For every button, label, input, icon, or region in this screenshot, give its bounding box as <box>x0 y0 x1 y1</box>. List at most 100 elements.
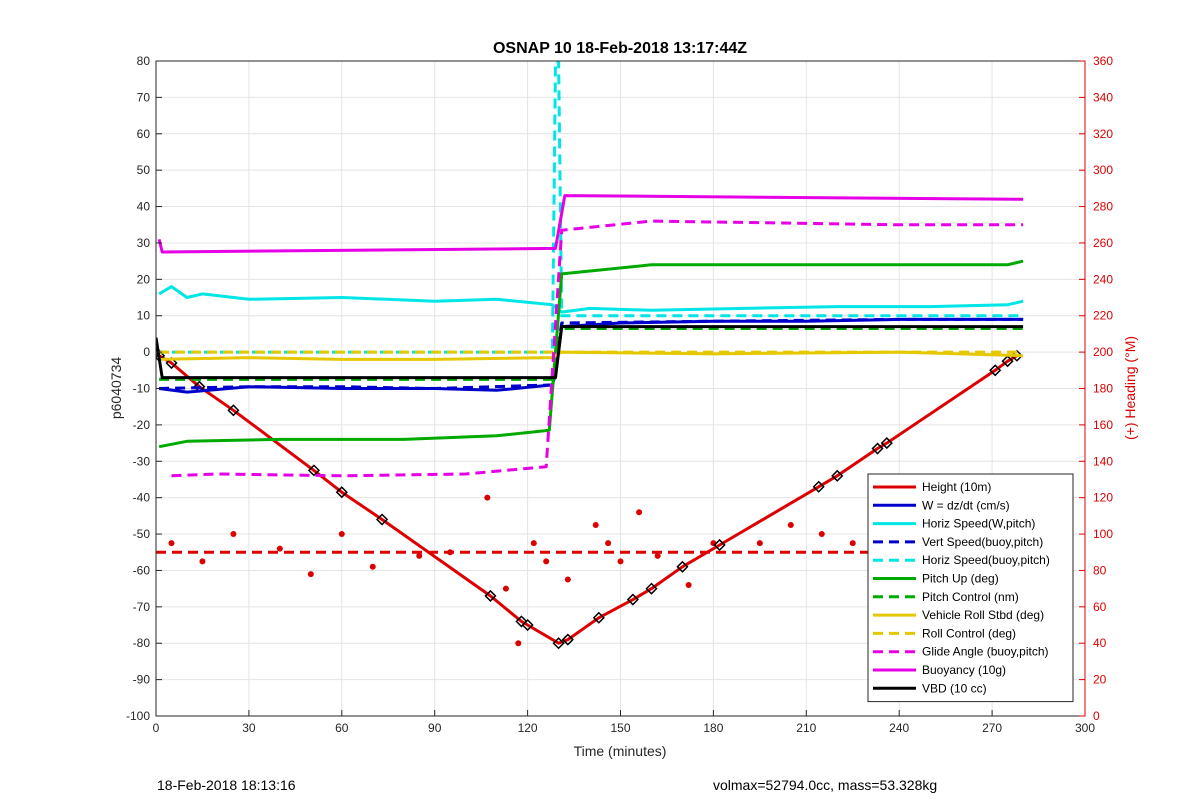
right-tick-label: 60 <box>1093 600 1107 614</box>
series-heading-point <box>416 552 423 559</box>
legend-box <box>867 473 1074 703</box>
series-height-10m-marker <box>676 560 689 573</box>
x-tick-label: 240 <box>889 721 909 735</box>
right-tick-label: 160 <box>1093 418 1113 432</box>
right-tick-label: 240 <box>1093 272 1113 286</box>
series-buoyancy-10g-line <box>157 194 1024 254</box>
series-height-10m-marker <box>335 486 348 499</box>
right-tick-label: 360 <box>1093 54 1113 68</box>
series-height-10m-marker <box>307 464 320 477</box>
legend-label: Horiz Speed(W,pitch) <box>922 517 1035 531</box>
legend-label: Horiz Speed(buoy,pitch) <box>922 553 1050 567</box>
x-tick-label: 210 <box>796 721 816 735</box>
series-heading-point <box>818 531 825 538</box>
series-heading-point <box>484 494 491 501</box>
series-heading-point <box>307 571 314 578</box>
right-tick-label: 280 <box>1093 200 1113 214</box>
series-horiz-speed-w-pitch-line <box>158 285 1024 314</box>
y-tick-label: -50 <box>133 527 151 541</box>
legend-label: Glide Angle (buoy,pitch) <box>922 645 1049 659</box>
series-heading-point <box>787 521 794 528</box>
series-pitch-up-deg-line <box>158 259 1024 449</box>
x-tick-label: 150 <box>610 721 630 735</box>
series-heading-point <box>617 558 624 565</box>
series-height-10m-line <box>156 351 1018 645</box>
series-height-10m-marker <box>812 480 825 493</box>
legend-label: VBD (10 cc) <box>922 681 987 695</box>
x-axis-label: Time (minutes) <box>574 743 667 759</box>
series-heading-point <box>199 558 206 565</box>
y-tick-label: -70 <box>133 600 151 614</box>
series-height-10m-marker <box>645 582 658 595</box>
series-heading-point <box>756 540 763 547</box>
right-tick-label: 40 <box>1093 636 1107 650</box>
right-tick-label: 20 <box>1093 673 1107 687</box>
right-tick-label: 100 <box>1093 527 1113 541</box>
right-tick-label: 140 <box>1093 454 1113 468</box>
x-tick-label: 0 <box>153 721 160 735</box>
series-heading-point <box>369 563 376 570</box>
legend-label: Height (10m) <box>922 480 991 494</box>
series-height-10m-marker <box>989 364 1002 377</box>
legend-label: Roll Control (deg) <box>922 626 1016 640</box>
series-heading-point <box>338 531 345 538</box>
x-tick-label: 270 <box>982 721 1002 735</box>
series-height-10m-marker <box>521 618 534 632</box>
series-heading-point <box>502 585 509 592</box>
y-tick-label: 30 <box>137 236 151 250</box>
right-tick-label: 0 <box>1093 709 1100 723</box>
series-height-10m-marker <box>1001 355 1014 368</box>
x-tick-label: 300 <box>1075 721 1095 735</box>
legend-label: Pitch Control (nm) <box>922 590 1019 604</box>
legend-label: Vehicle Roll Stbd (deg) <box>922 608 1044 622</box>
legend: Height (10m) W = dz/dt (cm/s) Horiz Speed(… <box>867 473 1074 703</box>
right-tick-label: 220 <box>1093 309 1113 323</box>
x-tick-label: 180 <box>703 721 723 735</box>
series-height-10m-marker <box>484 589 497 602</box>
series-heading-point <box>605 540 612 547</box>
x-tick-label: 60 <box>335 721 349 735</box>
footer-timestamp: 18-Feb-2018 18:13:16 <box>157 777 296 793</box>
y-tick-label: -30 <box>133 454 151 468</box>
legend-label: Pitch Up (deg) <box>922 572 999 586</box>
legend-label: Buoyancy (10g) <box>922 663 1006 677</box>
right-tick-label: 320 <box>1093 127 1113 141</box>
series-heading-point <box>592 521 599 528</box>
series-height-10m-marker <box>626 593 639 606</box>
series-heading-point <box>636 509 643 516</box>
axes-layer: 0 30 60 90 120 150 180 210 240 270 300-100-90-80-7… <box>126 54 1113 735</box>
series-heading-point <box>564 576 571 583</box>
y-tick-label: -40 <box>133 491 151 505</box>
right-tick-label: 260 <box>1093 236 1113 250</box>
y-tick-label: 20 <box>137 272 151 286</box>
series-heading-point <box>530 540 537 547</box>
series-height-10m-marker <box>713 538 726 552</box>
right-tick-label: 80 <box>1093 563 1107 577</box>
series-height-10m-marker <box>871 442 884 455</box>
y-tick-label: 10 <box>137 309 151 323</box>
chart-title: OSNAP 10 18-Feb-2018 13:17:44Z <box>493 40 747 57</box>
right-tick-label: 120 <box>1093 491 1113 505</box>
y-tick-label: 80 <box>137 54 151 68</box>
y-tick-label: 50 <box>137 163 151 177</box>
footer-mass-info: volmax=52794.0cc, mass=53.328kg <box>713 777 937 793</box>
series-height-10m-marker <box>831 469 844 482</box>
series-height-10m-marker <box>552 637 565 650</box>
right-tick-label: 300 <box>1093 163 1113 177</box>
x-tick-label: 120 <box>518 721 538 735</box>
series-height-10m-marker <box>561 633 574 646</box>
right-tick-label: 180 <box>1093 382 1113 396</box>
series-heading-point <box>515 640 522 647</box>
y-tick-label: -10 <box>133 382 151 396</box>
y-axis-label: p6040734 <box>108 357 124 420</box>
legend-label: W = dz/dt (cm/s) <box>922 498 1010 512</box>
y-tick-label: -20 <box>133 418 151 432</box>
y-tick-label: 0 <box>143 345 150 359</box>
right-tick-label: 340 <box>1093 90 1113 104</box>
x-tick-label: 90 <box>428 721 442 735</box>
series-layer <box>156 61 1024 650</box>
series-glide-angle-buoy-pitch-line <box>171 219 1024 478</box>
y-tick-label: -100 <box>126 709 150 723</box>
series-heading-point <box>849 540 856 547</box>
